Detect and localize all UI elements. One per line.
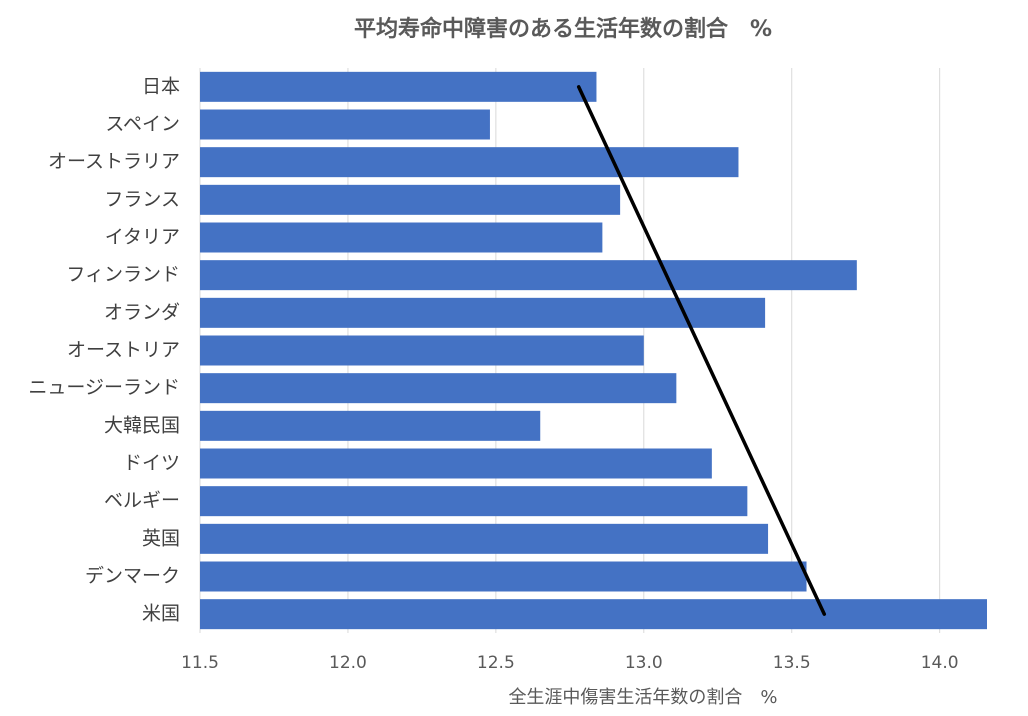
bar (200, 410, 541, 441)
bar (200, 222, 603, 253)
y-tick-label: 大韓民国 (104, 414, 180, 436)
x-tick-label: 12.5 (477, 653, 515, 673)
bar (200, 486, 748, 517)
x-tick-label: 13.5 (773, 653, 811, 673)
bar (200, 184, 621, 215)
x-axis-title: 全生涯中傷害生活年数の割合 % (508, 687, 777, 708)
bar (200, 523, 769, 554)
bar (200, 335, 644, 366)
y-tick-label: 米国 (142, 603, 180, 625)
bar (200, 561, 807, 592)
trendline (576, 85, 827, 616)
x-tick-label: 13.0 (625, 653, 663, 673)
x-tick-label: 12.0 (329, 653, 367, 673)
y-tick-label: 日本 (142, 75, 180, 97)
bar (200, 599, 987, 630)
y-tick-label: オーストリア (67, 339, 180, 361)
y-tick-label: オランダ (104, 301, 180, 323)
x-tick-label: 11.5 (181, 653, 219, 673)
y-tick-label: ベルギー (104, 490, 180, 512)
bar (200, 260, 857, 291)
y-tick-label: デンマーク (85, 565, 180, 587)
x-tick-label: 14.0 (921, 653, 959, 673)
y-tick-label: フィンランド (66, 264, 180, 286)
y-tick-label: 英国 (142, 527, 180, 549)
bar (200, 147, 739, 178)
bar (200, 373, 677, 404)
y-tick-label: オーストラリア (48, 151, 180, 173)
y-tick-label: イタリア (105, 226, 180, 248)
y-tick-label: スペイン (105, 113, 180, 135)
y-tick-label: ニュージーランド (28, 377, 180, 399)
chart-title: 平均寿命中障害のある生活年数の割合 % (354, 16, 772, 42)
bar (200, 297, 766, 328)
y-tick-label: フランス (104, 188, 180, 210)
y-tick-label: ドイツ (123, 452, 180, 474)
bar (200, 109, 490, 140)
bar (200, 71, 597, 102)
bar (200, 448, 712, 479)
